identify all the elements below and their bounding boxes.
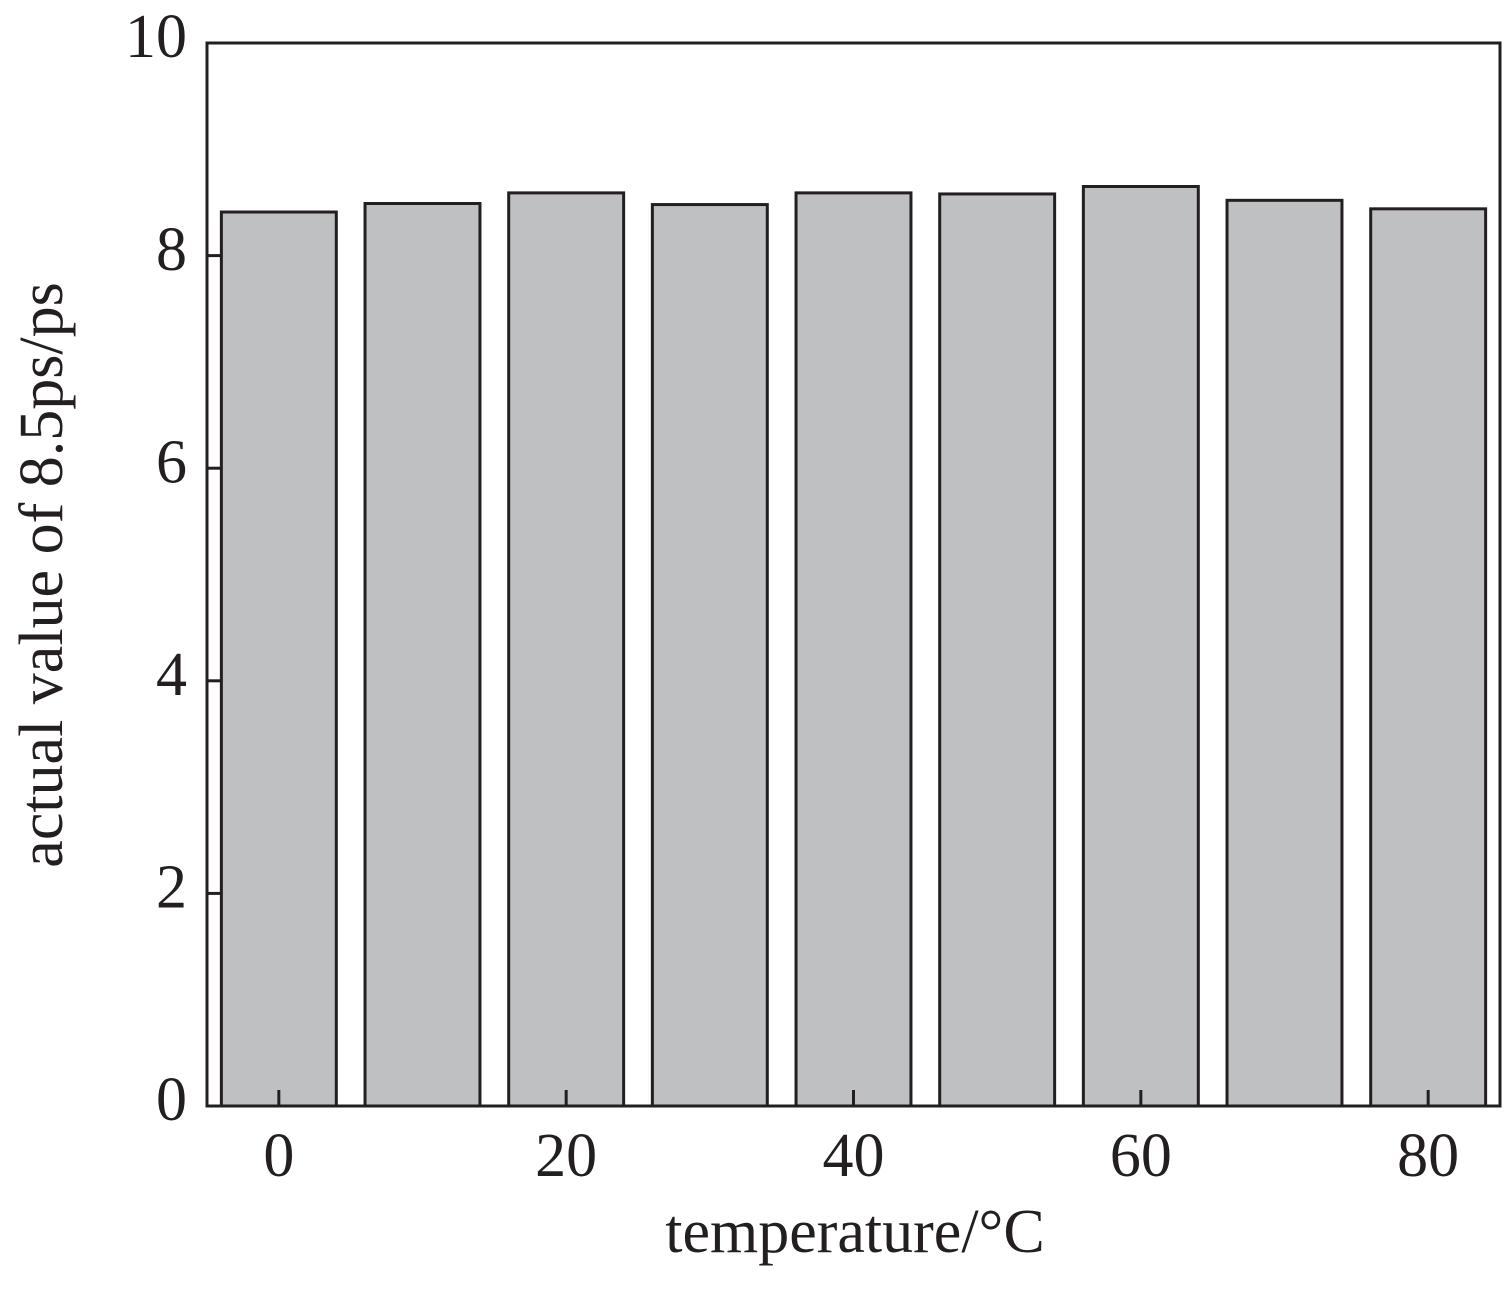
x-tick-label: 60	[1110, 1122, 1172, 1190]
x-tick-label: 20	[535, 1122, 597, 1190]
bar	[1081, 185, 1200, 1108]
bar	[650, 203, 769, 1108]
y-tick-label: 2	[156, 854, 187, 922]
bar	[1225, 198, 1344, 1108]
y-axis-label: actual value of 8.5ps/ps	[8, 282, 76, 867]
y-tick-label: 0	[156, 1066, 187, 1134]
bar	[1369, 207, 1488, 1108]
x-axis-label: temperature/°C	[665, 1198, 1044, 1266]
x-tick-label: 0	[263, 1122, 294, 1190]
bar	[219, 210, 338, 1108]
bar	[794, 191, 913, 1108]
bar	[938, 192, 1057, 1108]
y-tick-label: 6	[156, 428, 187, 496]
y-tick-label: 10	[125, 3, 187, 71]
y-tick-label: 8	[156, 216, 187, 284]
bar	[363, 202, 482, 1108]
bar	[507, 191, 626, 1108]
x-tick-label: 40	[823, 1122, 885, 1190]
x-tick-label: 80	[1397, 1122, 1459, 1190]
y-tick-label: 4	[156, 641, 187, 709]
